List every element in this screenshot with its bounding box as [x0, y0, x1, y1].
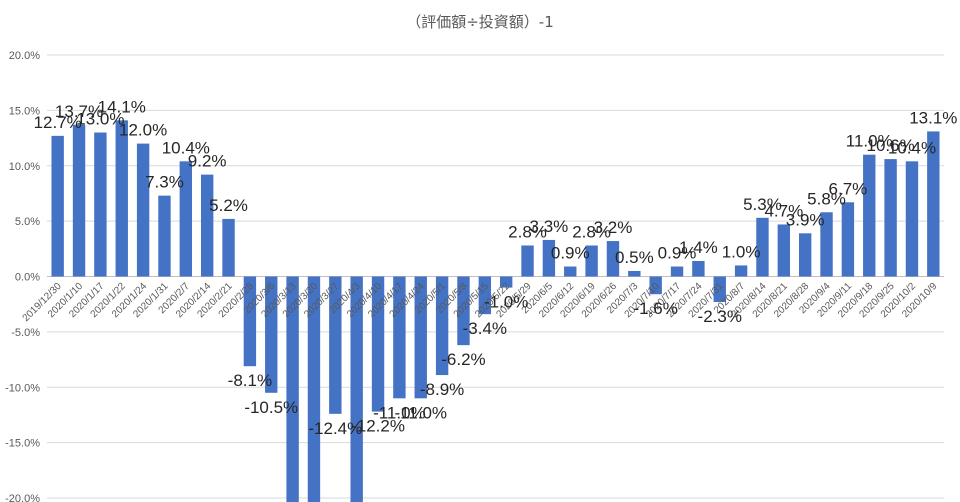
y-tick-label: 15.0%: [9, 105, 40, 117]
bar: [457, 276, 470, 346]
data-label: 6.7%: [829, 179, 868, 198]
y-tick-label: 20.0%: [9, 50, 40, 62]
bar: [756, 217, 769, 277]
bar: [863, 154, 876, 277]
data-label: 3.2%: [594, 218, 633, 237]
data-label: 3.3%: [530, 217, 569, 236]
y-tick-label: -10.0%: [5, 382, 40, 394]
data-label: 2.8%: [508, 222, 547, 241]
bar: [115, 120, 128, 277]
data-label: 12.7%: [34, 113, 82, 132]
data-label: 5.3%: [743, 195, 782, 214]
bar: [564, 266, 577, 277]
bar: [606, 241, 620, 277]
y-tick-label: -5.0%: [11, 327, 40, 339]
data-label: 1.0%: [722, 242, 761, 261]
bar: [350, 276, 363, 502]
data-label: 10.6%: [867, 136, 915, 155]
bar: [798, 233, 812, 277]
y-tick-label: -20.0%: [5, 493, 40, 502]
bar: [777, 224, 791, 277]
bar: [136, 143, 150, 277]
data-label: -2.3%: [698, 307, 742, 326]
bar: [51, 135, 64, 277]
data-label: -11.0%: [394, 403, 447, 422]
data-label: 0.9%: [551, 244, 590, 263]
data-label: 13.1%: [909, 108, 957, 127]
bar: [179, 161, 193, 277]
y-tick-label: 10.0%: [9, 161, 40, 173]
bar: [478, 276, 492, 315]
data-label: 10.4%: [162, 138, 210, 157]
data-label: 14.1%: [98, 97, 146, 116]
data-label: 7.3%: [145, 173, 184, 192]
data-label: 2.8%: [572, 222, 611, 241]
bar: [713, 276, 726, 302]
data-label: -6.2%: [441, 350, 485, 369]
bar: [72, 124, 86, 277]
bar: [329, 276, 342, 414]
bar: [670, 266, 684, 277]
bar: [94, 132, 107, 277]
data-label: 5.2%: [209, 196, 248, 215]
bar: [222, 218, 235, 277]
bar: [542, 239, 556, 277]
data-label: -12.4%: [308, 419, 362, 438]
bar: [734, 265, 748, 277]
bar: [649, 276, 662, 295]
data-label: 0.5%: [615, 248, 654, 267]
bar: [585, 245, 598, 277]
data-label: 11.0%: [846, 132, 893, 151]
y-tick-label: 5.0%: [15, 216, 40, 228]
bar: [158, 195, 171, 277]
data-label: -1.0%: [484, 293, 528, 312]
bar: [286, 276, 299, 502]
bar: [435, 276, 449, 376]
bar: [371, 276, 385, 412]
data-label: 13.0%: [76, 110, 124, 129]
data-label: -11.0%: [373, 403, 426, 422]
data-label: -10.5%: [244, 398, 298, 417]
bar: [265, 276, 278, 393]
data-label: 4.7%: [764, 201, 803, 220]
bar: [307, 276, 321, 502]
data-label: 5.8%: [807, 189, 846, 208]
data-label: 10.4%: [888, 138, 936, 157]
data-label: 9.2%: [188, 152, 227, 171]
data-label: -3.4%: [463, 319, 507, 338]
data-label: -12.2%: [351, 417, 405, 436]
data-label: -8.1%: [228, 371, 272, 390]
chart-title: （評価額÷投資額）-1: [406, 13, 554, 31]
bar: [393, 276, 406, 399]
bar: [243, 276, 257, 367]
data-label: -8.9%: [420, 380, 464, 399]
bar: [905, 161, 919, 277]
bar: [692, 260, 705, 277]
bar: [884, 159, 897, 277]
data-label: 12.0%: [119, 121, 167, 140]
bar: [841, 202, 855, 277]
data-label: 0.9%: [658, 244, 697, 263]
y-tick-label: -15.0%: [5, 438, 40, 450]
bar: [200, 174, 214, 277]
data-label: -1.6%: [633, 299, 677, 318]
data-label: 3.9%: [786, 210, 825, 229]
data-label: 1.4%: [679, 238, 718, 257]
data-label: 13.7%: [55, 102, 103, 121]
bar: [414, 276, 427, 399]
bar: [521, 245, 534, 277]
y-tick-label: 0.0%: [15, 272, 40, 284]
bar: [927, 131, 940, 277]
bar: [499, 276, 513, 288]
bar: [820, 212, 833, 277]
bar: [628, 270, 641, 277]
